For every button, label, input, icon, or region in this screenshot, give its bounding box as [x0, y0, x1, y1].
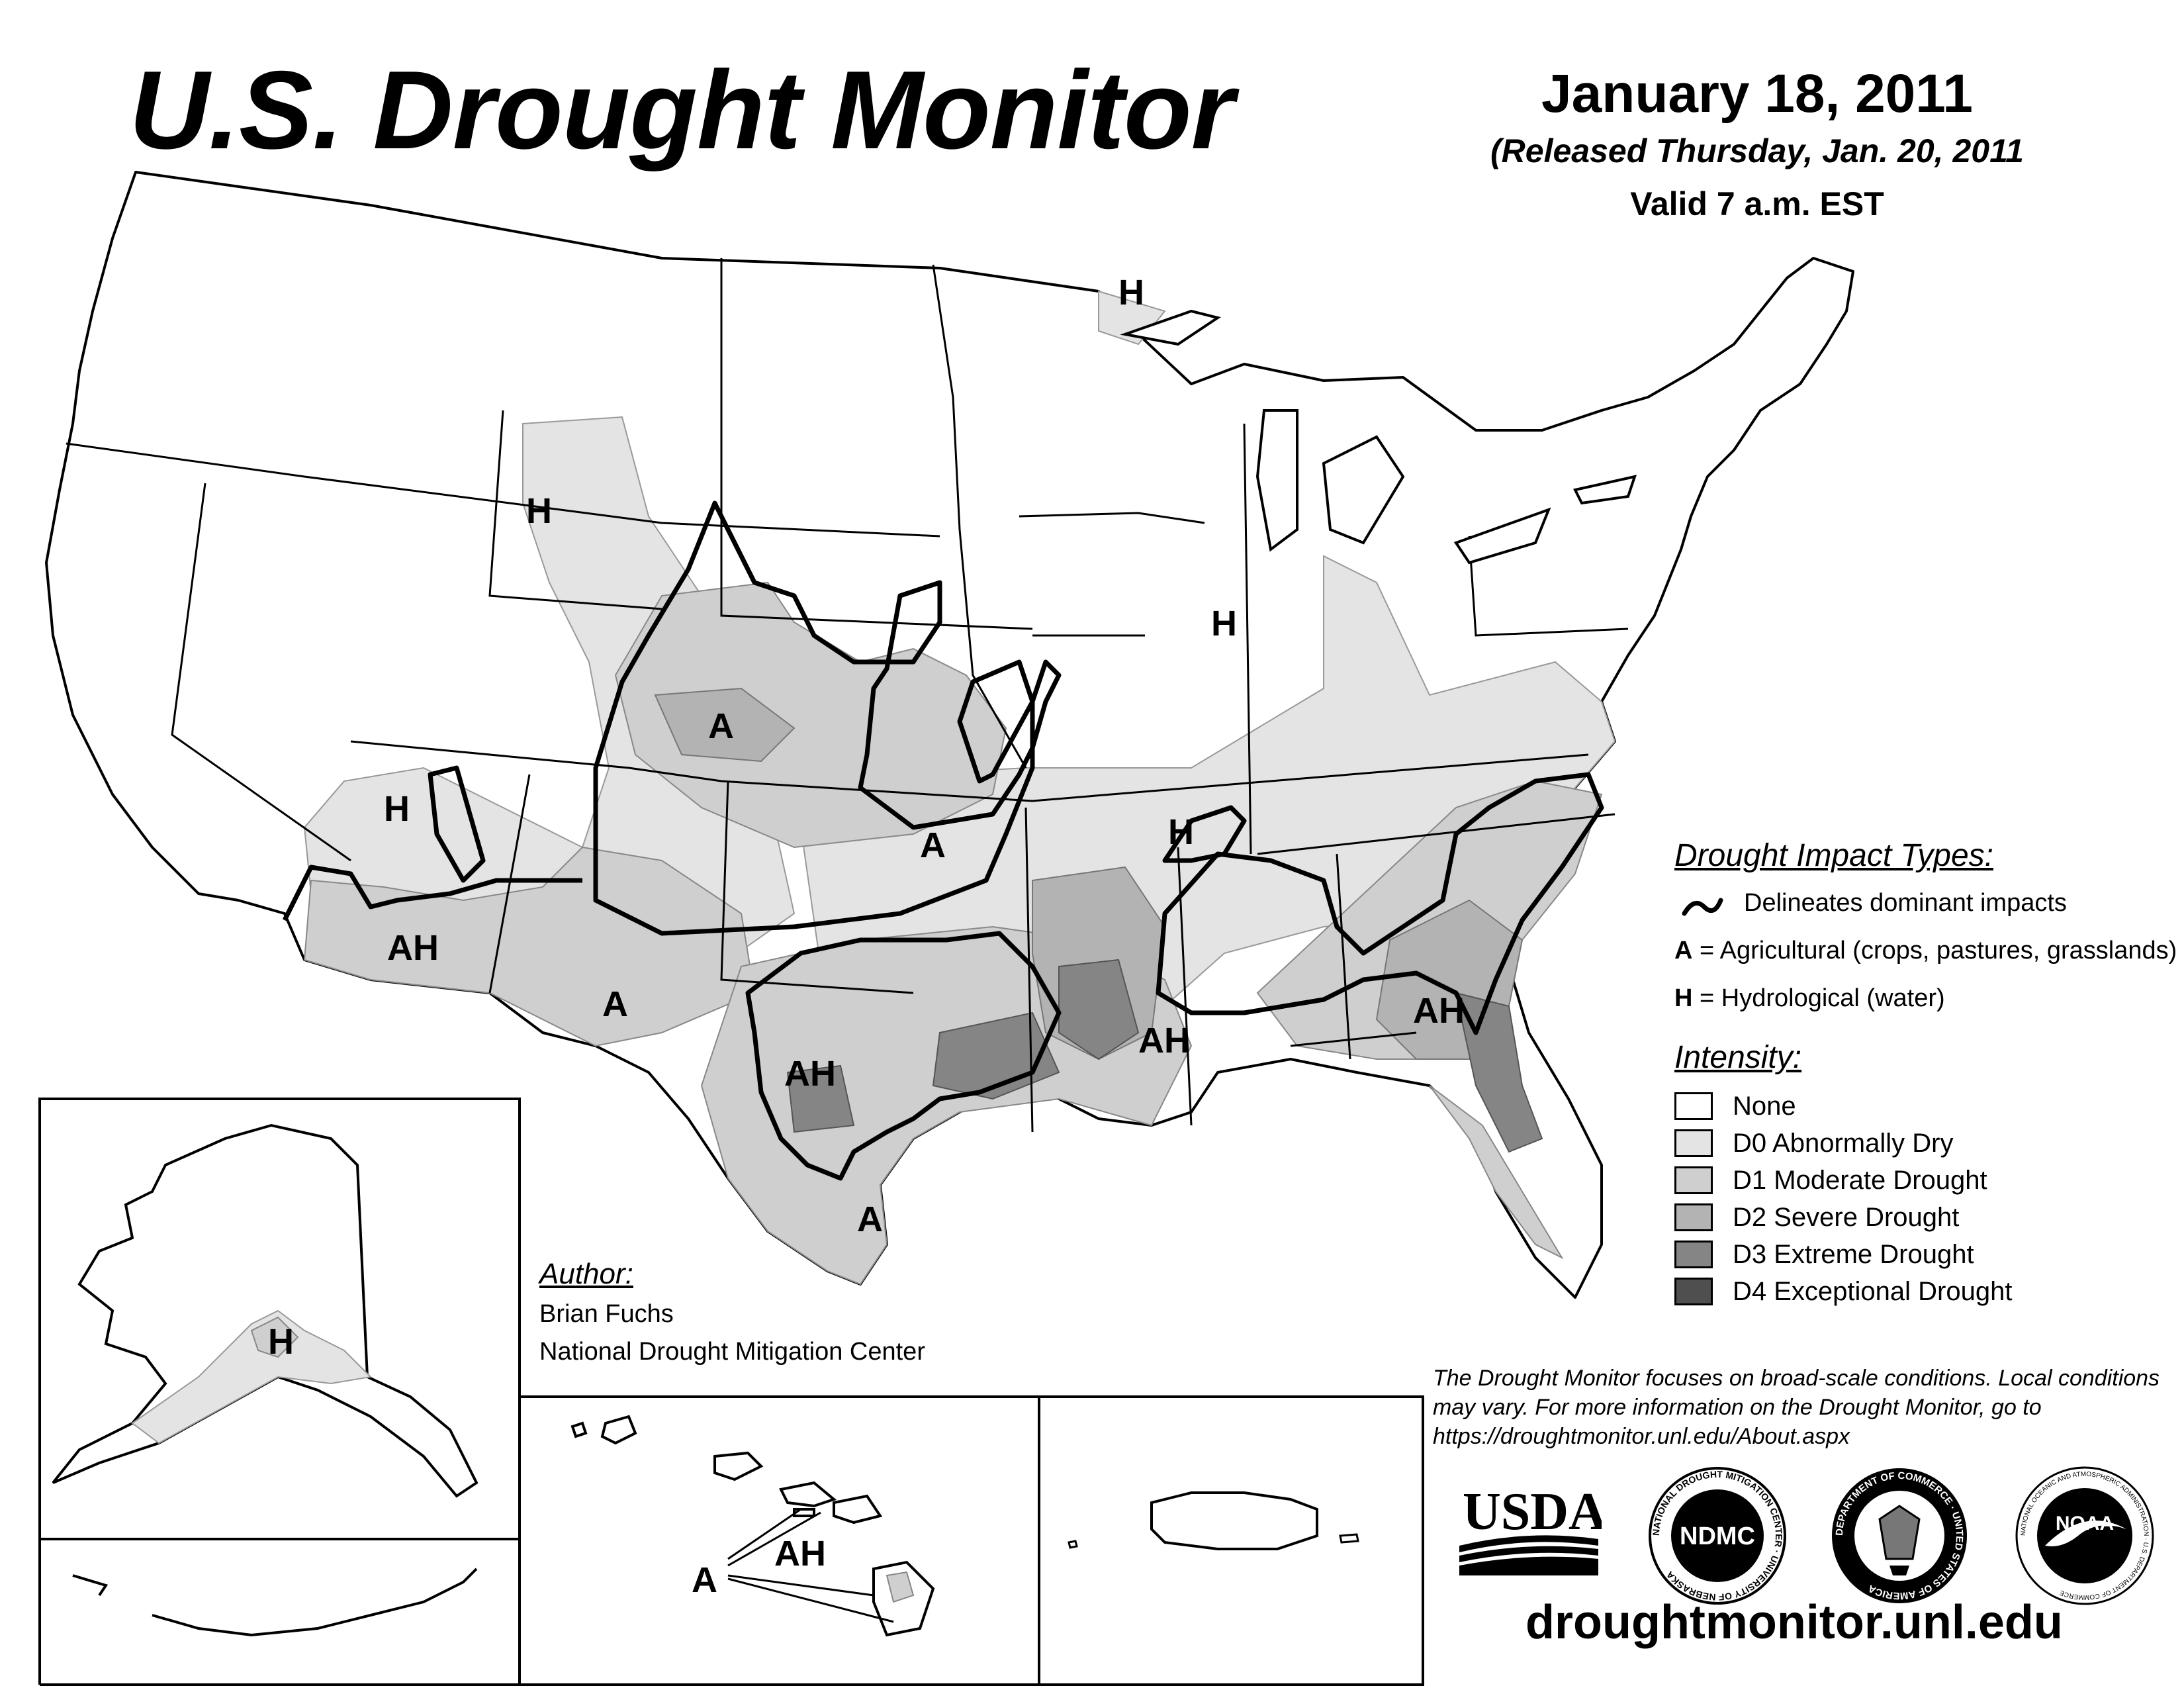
swatch-d0 [1674, 1129, 1713, 1157]
label-wyoming: H [526, 491, 552, 531]
drought-d3 [786, 959, 1543, 1153]
intensity-none: None [1674, 1088, 2177, 1125]
intensity-d4: D4 Exceptional Drought [1674, 1273, 2177, 1310]
author-name: Brian Fuchs [539, 1300, 674, 1328]
noaa-logo: NATIONAL OCEANIC AND ATMOSPHERIC ADMINIS… [2015, 1466, 2154, 1605]
d3-texas [932, 1011, 1060, 1100]
puerto-rico-outline [1150, 1491, 1318, 1550]
impact-line-icon [1682, 898, 1723, 916]
date-block: January 18, 2011 (Released Thursday, Jan… [1423, 63, 2091, 223]
aleutians [72, 1568, 478, 1637]
author-org: National Drought Mitigation Center [539, 1338, 925, 1366]
label-arizona-ah: AH [387, 928, 439, 968]
map-date: January 18, 2011 [1541, 64, 1973, 124]
label-hawaii-ah: AH [774, 1534, 826, 1573]
d3-arkansas [1058, 959, 1140, 1060]
swatch-d4 [1674, 1278, 1713, 1305]
swatch-d1 [1674, 1166, 1713, 1194]
release-date: (Released Thursday, Jan. 20, 2011 [1490, 132, 2024, 169]
hawaii-inset-frame [518, 1395, 1040, 1686]
label-missouri: H [1168, 812, 1194, 852]
impact-line-texas [745, 931, 1062, 1181]
author-block: Author: Brian Fuchs National Drought Mit… [539, 1258, 925, 1366]
commerce-seal: DEPARTMENT OF COMMERCE · UNITED STATES O… [1830, 1466, 1969, 1605]
great-lakes [1120, 309, 1637, 565]
ndmc-logo-text: NDMC [1680, 1523, 1755, 1550]
valid-time: Valid 7 a.m. EST [1630, 185, 1884, 222]
usda-logo-text: USDA [1463, 1483, 1602, 1541]
impact-line-text: Delineates dominant impacts [1744, 889, 2067, 917]
impact-line-missouri [1162, 805, 1247, 863]
disclaimer-note: The Drought Monitor focuses on broad-sca… [1433, 1366, 2160, 1449]
hydrological-key: H [1674, 984, 1693, 1012]
hawaii-pointers [727, 1508, 894, 1623]
alaska-drought-d1 [250, 1316, 299, 1358]
label-arizona-h: H [384, 789, 410, 829]
label-colorado: A [708, 706, 734, 746]
website-url[interactable]: droughtmonitor.unl.edu [1525, 1596, 2063, 1649]
impact-labels: H A H AH A A H H H AH A AH AH [384, 273, 1465, 1239]
page-title: U.S. Drought Monitor [129, 48, 1234, 172]
intensity-d0: D0 Abnormally Dry [1674, 1125, 2177, 1162]
impact-line-southeast [1156, 772, 1604, 1035]
agricultural-key: A [1674, 937, 1693, 964]
label-georgia: AH [1413, 991, 1465, 1031]
intensity-d1: D1 Moderate Drought [1674, 1162, 2177, 1199]
ndmc-logo: NATIONAL DROUGHT MITIGATION CENTER · UNI… [1648, 1466, 1787, 1605]
d3-texas-south [786, 1064, 855, 1133]
intensity-d2: D2 Severe Drought [1674, 1199, 2177, 1236]
usda-logo: USDA [1456, 1483, 1607, 1582]
impact-types-heading: Drought Impact Types: [1674, 838, 1993, 873]
label-illinois: H [1211, 604, 1237, 643]
intensity-list: None D0 Abnormally Dry D1 Moderate Droug… [1674, 1088, 2177, 1310]
label-minnesota: H [1118, 273, 1144, 312]
swatch-d2 [1674, 1203, 1713, 1231]
hydrological-legend: H = Hydrological (water) [1674, 982, 2177, 1014]
label-new-mexico: A [602, 984, 628, 1024]
hawaii-drought [886, 1571, 915, 1603]
label-hawaii-a: A [692, 1560, 717, 1600]
impact-boundaries [282, 500, 1604, 1181]
swatch-d3 [1674, 1241, 1713, 1268]
alaska-drought [131, 1309, 373, 1444]
d1-florida [1429, 1085, 1564, 1260]
label-texas-ah: AH [784, 1054, 836, 1094]
label-alaska: H [268, 1322, 294, 1362]
label-kansas: A [920, 825, 946, 865]
label-south-texas: A [857, 1199, 883, 1239]
legend: Drought Impact Types: Delineates dominan… [1674, 837, 2177, 1310]
intensity-d3: D3 Extreme Drought [1674, 1236, 2177, 1273]
author-heading: Author: [539, 1258, 633, 1290]
puerto-rico-islet [1339, 1533, 1359, 1544]
noaa-logo-text: NOAA [2056, 1513, 2114, 1534]
hydrological-text: = Hydrological (water) [1700, 984, 1945, 1012]
intensity-heading: Intensity: [1674, 1040, 1802, 1075]
puerto-rico-islet-west [1068, 1540, 1078, 1549]
impact-line-arizona [428, 765, 486, 883]
state-boundaries [66, 258, 1629, 1133]
d2-colorado [654, 687, 796, 763]
agricultural-text: = Agricultural (crops, pastures, grassla… [1700, 937, 2177, 964]
impact-line-plains [593, 500, 1062, 936]
agricultural-legend: A = Agricultural (crops, pastures, grass… [1674, 935, 2177, 966]
label-louisiana: AH [1138, 1021, 1190, 1060]
impact-line-az-south [282, 865, 582, 921]
swatch-none [1674, 1092, 1713, 1120]
